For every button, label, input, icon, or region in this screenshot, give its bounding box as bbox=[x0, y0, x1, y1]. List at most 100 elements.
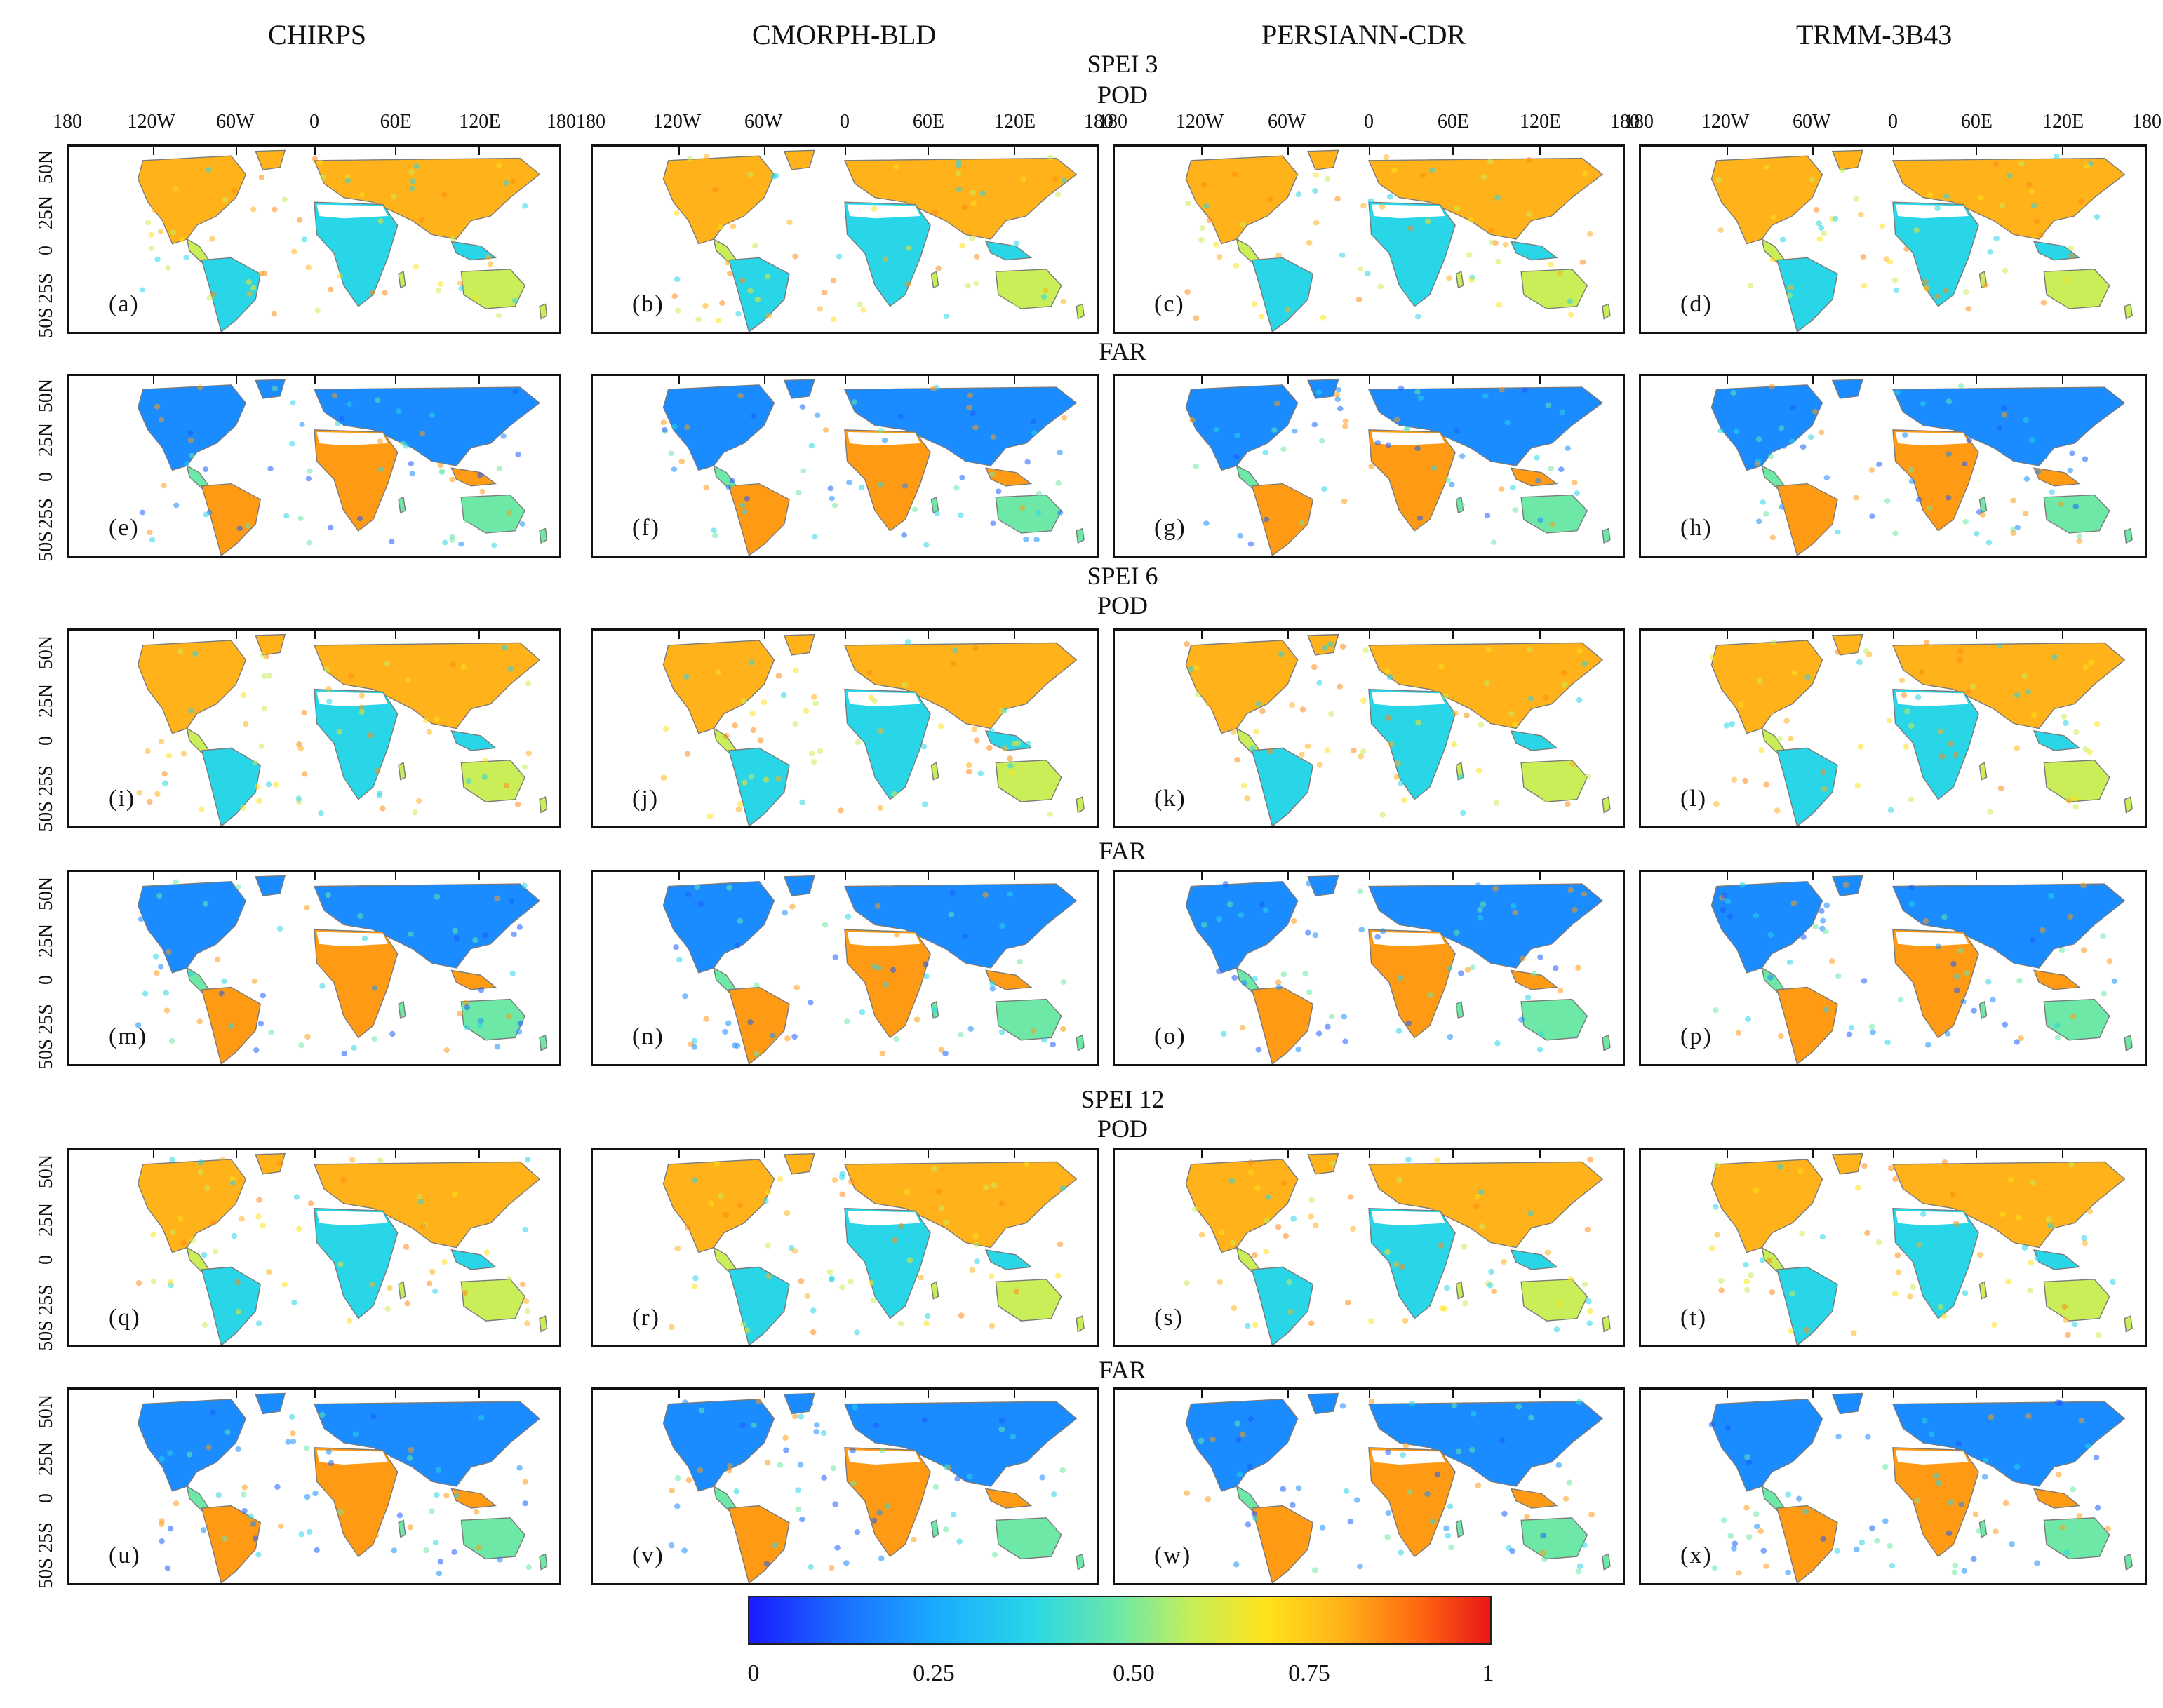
land-region bbox=[255, 149, 286, 170]
texture-speckle bbox=[932, 209, 938, 215]
section-title-spei6: SPEI 6 bbox=[1087, 562, 1158, 590]
texture-speckle bbox=[1231, 974, 1238, 981]
texture-speckle bbox=[1308, 1197, 1315, 1203]
texture-speckle bbox=[1537, 954, 1543, 960]
lat-label-row0-4: 50S bbox=[35, 307, 57, 338]
texture-speckle bbox=[943, 314, 950, 319]
lon-label-col3-4: 60E bbox=[1960, 111, 1993, 133]
texture-speckle bbox=[412, 809, 418, 816]
texture-speckle bbox=[1996, 643, 2003, 649]
texture-speckle bbox=[1360, 748, 1367, 755]
texture-speckle bbox=[403, 443, 410, 449]
texture-speckle bbox=[206, 295, 213, 301]
texture-speckle bbox=[202, 901, 209, 907]
texture-speckle bbox=[695, 461, 702, 466]
texture-speckle bbox=[988, 1273, 995, 1279]
colorbar-tick-025: 0.25 bbox=[913, 1660, 955, 1686]
texture-speckle bbox=[1924, 285, 1930, 292]
texture-speckle bbox=[1569, 760, 1576, 767]
texture-speckle bbox=[1390, 256, 1396, 262]
texture-speckle bbox=[375, 767, 381, 774]
axis-tick bbox=[845, 1150, 846, 1158]
texture-speckle bbox=[1861, 1162, 1868, 1169]
texture-speckle bbox=[1509, 485, 1516, 491]
texture-speckle bbox=[437, 281, 444, 288]
texture-speckle bbox=[1944, 1030, 1951, 1037]
axis-tick bbox=[236, 147, 238, 155]
axis-tick bbox=[1976, 631, 1978, 639]
land-region bbox=[2033, 730, 2081, 751]
texture-speckle bbox=[2014, 692, 2021, 699]
texture-speckle bbox=[1908, 884, 1915, 891]
texture-speckle bbox=[1275, 984, 1283, 990]
texture-speckle bbox=[272, 386, 278, 391]
texture-speckle bbox=[1424, 218, 1431, 224]
texture-speckle bbox=[189, 928, 195, 934]
texture-speckle bbox=[337, 273, 343, 279]
land-region bbox=[314, 201, 399, 307]
texture-speckle bbox=[359, 708, 365, 715]
texture-speckle bbox=[1374, 440, 1381, 445]
texture-speckle bbox=[368, 1281, 375, 1288]
texture-speckle bbox=[831, 502, 838, 509]
texture-speckle bbox=[297, 217, 303, 223]
texture-speckle bbox=[1453, 929, 1460, 936]
texture-speckle bbox=[1527, 646, 1533, 653]
texture-speckle bbox=[1185, 201, 1191, 207]
texture-speckle bbox=[1233, 262, 1239, 269]
texture-speckle bbox=[197, 1159, 204, 1166]
texture-speckle bbox=[1299, 751, 1305, 758]
texture-speckle bbox=[850, 1448, 856, 1454]
texture-speckle bbox=[1254, 1185, 1261, 1192]
texture-speckle bbox=[2094, 214, 2101, 220]
texture-speckle bbox=[973, 737, 980, 744]
land-region bbox=[1251, 1266, 1314, 1345]
texture-speckle bbox=[1013, 1289, 1020, 1295]
axis-tick bbox=[1893, 1150, 1894, 1158]
texture-speckle bbox=[884, 1499, 890, 1505]
land-region bbox=[1892, 201, 1979, 307]
texture-speckle bbox=[1972, 1511, 1979, 1517]
texture-speckle bbox=[1941, 1159, 1948, 1166]
texture-speckle bbox=[1252, 1322, 1259, 1328]
texture-speckle bbox=[1731, 1545, 1737, 1552]
texture-speckle bbox=[703, 154, 710, 160]
panel-label: (w) bbox=[1154, 1542, 1192, 1568]
texture-speckle bbox=[1875, 1239, 1882, 1246]
texture-speckle bbox=[2082, 664, 2089, 671]
lat-label-row4-1: 25N bbox=[35, 1202, 57, 1237]
texture-speckle bbox=[2072, 804, 2080, 810]
texture-speckle bbox=[1262, 450, 1269, 455]
land-region bbox=[2124, 1553, 2133, 1571]
texture-speckle bbox=[2054, 1035, 2061, 1041]
lat-label-row4-3: 25S bbox=[35, 1284, 57, 1315]
texture-speckle bbox=[1409, 1500, 1416, 1507]
texture-speckle bbox=[1379, 928, 1386, 934]
land-region bbox=[783, 633, 815, 656]
texture-speckle bbox=[1384, 668, 1391, 675]
texture-speckle bbox=[1251, 1252, 1258, 1258]
axis-tick bbox=[1201, 1390, 1203, 1398]
axis-tick bbox=[1893, 147, 1894, 155]
texture-speckle bbox=[2078, 1418, 2085, 1424]
texture-speckle bbox=[1874, 1538, 1880, 1544]
no-data-region bbox=[847, 692, 920, 707]
axis-tick bbox=[314, 147, 316, 155]
land-region bbox=[844, 201, 931, 307]
texture-speckle bbox=[434, 1492, 440, 1498]
texture-speckle bbox=[1295, 1485, 1302, 1491]
texture-speckle bbox=[718, 224, 724, 230]
texture-speckle bbox=[902, 682, 909, 688]
texture-speckle bbox=[877, 481, 884, 487]
axis-tick bbox=[1539, 1390, 1541, 1398]
texture-speckle bbox=[281, 1282, 288, 1288]
texture-speckle bbox=[1835, 529, 1841, 535]
texture-speckle bbox=[1244, 795, 1251, 802]
texture-speckle bbox=[982, 892, 989, 898]
texture-speckle bbox=[447, 908, 454, 915]
texture-speckle bbox=[1818, 908, 1825, 914]
panel-label: (g) bbox=[1154, 515, 1186, 541]
texture-speckle bbox=[786, 220, 793, 225]
land-region bbox=[2033, 1249, 2081, 1270]
texture-speckle bbox=[1727, 1533, 1734, 1539]
